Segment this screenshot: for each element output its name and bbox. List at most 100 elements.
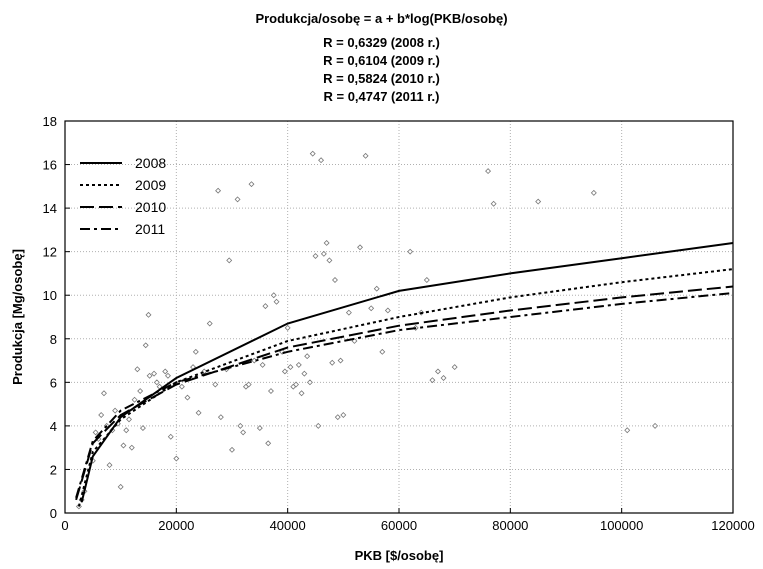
data-point [315,422,322,429]
legend-label-2011: 2011 [135,221,165,237]
x-tick-label: 100000 [600,518,643,533]
data-point [440,375,447,381]
y-tick-label: 8 [50,332,57,347]
chart-subtitle-2008: R = 0,6329 (2008 r.) [323,35,440,50]
data-point [301,370,308,377]
data-point [368,305,375,312]
data-point [535,198,542,205]
legend-label-2010: 2010 [135,199,166,215]
curve-2009 [77,268,734,507]
data-point [184,394,191,401]
data-point [284,324,291,331]
data-point [151,370,158,377]
data-point [237,422,244,429]
data-point [248,181,255,188]
data-point [451,364,458,371]
legend: 2008 2009 2010 2011 [80,155,166,237]
data-point [362,152,369,159]
data-point [357,244,363,251]
data-point [167,433,174,440]
data-point [329,359,336,366]
data-point [298,390,305,397]
data-point [137,388,144,395]
x-tick-label: 60000 [381,518,417,533]
data-point [101,390,107,397]
data-point [312,253,319,259]
y-tick-label: 16 [43,158,57,173]
y-axis-ticks: 0 2 4 6 8 10 12 14 16 18 [43,114,70,521]
data-point [146,372,153,379]
y-tick-label: 18 [43,114,57,129]
data-point [379,348,386,355]
y-tick-label: 4 [50,419,57,434]
data-point [340,412,347,418]
x-tick-label: 40000 [270,518,306,533]
x-tick-label: 20000 [158,518,194,533]
data-point [256,425,263,432]
data-point [268,388,274,395]
data-point [192,348,199,355]
data-point [304,353,311,360]
data-point [178,383,185,390]
data-point [490,200,497,207]
data-point [265,440,272,447]
data-point [332,277,338,283]
data-point [162,368,169,375]
data-point [240,429,247,436]
data-point [117,483,124,490]
data-point [429,377,436,384]
data-point [334,414,341,421]
data-point [217,414,224,421]
x-tick-label: 120000 [711,518,754,533]
data-point [590,189,597,196]
data-point [245,381,252,388]
data-point [126,416,132,423]
x-axis-ticks: 0 20000 40000 60000 80000 100000 120000 [61,508,755,533]
data-point [306,379,313,386]
x-tick-label: 80000 [492,518,528,533]
data-point [435,368,441,375]
legend-label-2008: 2008 [135,155,166,171]
data-point [624,427,631,434]
data-point [337,357,344,364]
data-point [345,309,352,316]
data-point [165,372,171,379]
chart-subtitle-2010: R = 0,5824 (2010 r.) [323,71,440,86]
legend-label-2009: 2009 [135,177,166,193]
data-point [270,292,277,299]
chart-title: Produkcja/osobę = a + b*log(PKB/osobę) [255,11,508,26]
data-point [407,248,414,255]
data-point [139,425,146,432]
data-point [323,239,330,246]
data-point [195,409,202,416]
data-point [351,337,358,344]
grid-lines [65,121,733,513]
data-point [215,187,222,194]
data-point [485,168,492,175]
data-point [295,361,302,368]
data-point [273,298,280,305]
data-point [423,277,430,283]
data-point [123,427,130,434]
data-point [142,342,149,349]
data-point [145,311,152,318]
curve-2010 [75,285,734,501]
data-point [259,361,266,368]
data-point [229,446,235,453]
data-point [652,422,659,429]
data-point [153,379,160,386]
data-point [326,257,333,264]
data-point [281,368,288,375]
data-point [134,366,141,373]
data-point [373,285,380,292]
chart-subtitle-2009: R = 0,6104 (2009 r.) [323,53,440,68]
data-point [287,364,294,371]
data-point [234,196,241,203]
data-point [320,250,327,257]
data-point [318,157,325,164]
y-tick-label: 2 [50,462,57,477]
data-point [173,455,180,462]
data-point [131,396,138,403]
regression-curves [75,242,734,507]
